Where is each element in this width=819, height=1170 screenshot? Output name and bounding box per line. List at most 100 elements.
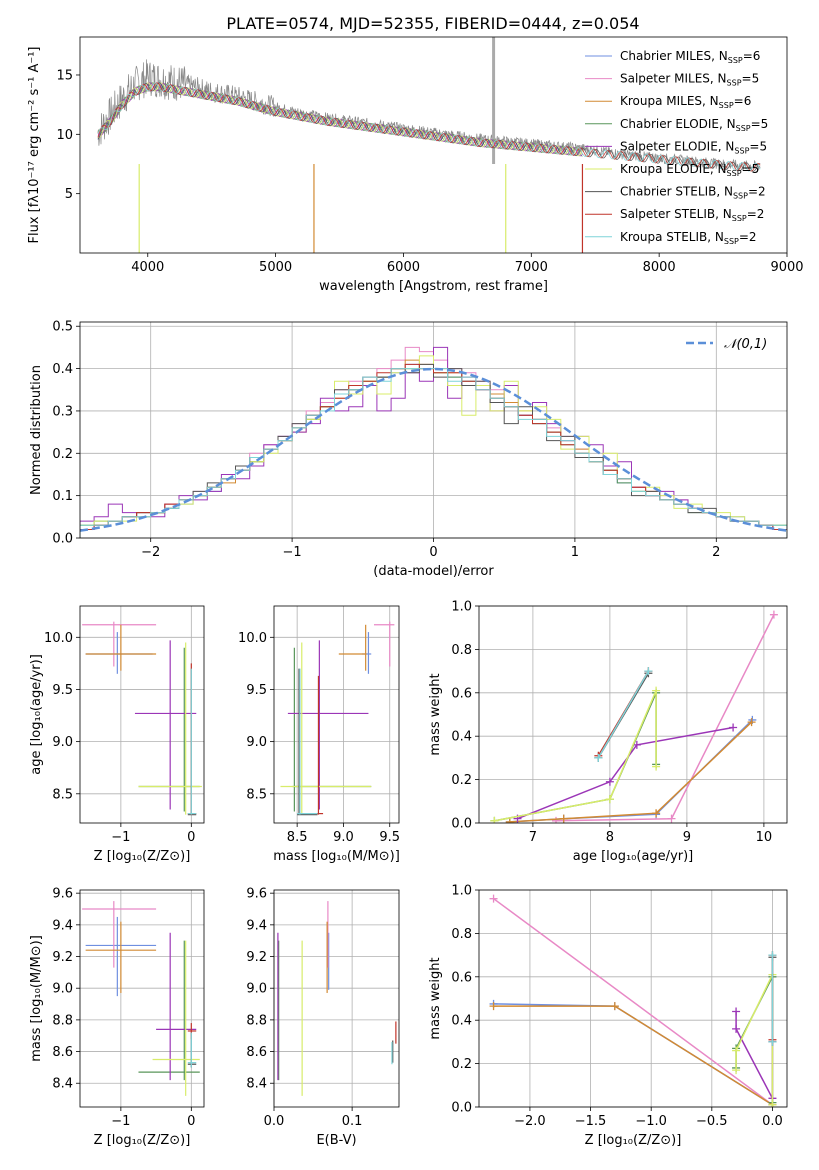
legend-label: Chabrier ELODIE, NSSP=5 — [620, 117, 768, 133]
x-axis-label: mass [log₁₀(M/M⊙)] — [273, 849, 400, 864]
gaussian-curve — [80, 367, 787, 532]
x-tick-label: −1.5 — [575, 1114, 607, 1129]
y-tick-label: 0.3 — [52, 404, 73, 419]
plot-mass_weight_vs_age: 7 8 9 10 0.0 0.2 0.4 0.6 0.8 1.0 age [log₁₀(age/yr… — [428, 600, 788, 864]
y-tick-label: 8.4 — [52, 1077, 73, 1092]
x-tick-label: −1 — [111, 1114, 130, 1129]
x-tick-label: −0.5 — [696, 1114, 728, 1129]
plot-area-residuals — [80, 346, 787, 538]
x-tick-label: 8000 — [643, 260, 676, 275]
x-tick-label: 0.1 — [342, 1114, 363, 1129]
mass-weight-line — [597, 670, 650, 759]
mass-weight-marker — [559, 814, 568, 823]
mass-weight-marker — [768, 1037, 777, 1046]
mass-weight-marker — [505, 817, 514, 823]
x-axis-label: wavelength [Angstrom, rest frame] — [319, 279, 548, 294]
x-tick-label: 9 — [683, 830, 691, 845]
x-tick-label: 0.0 — [762, 1114, 783, 1129]
mass-weight-marker — [605, 795, 614, 804]
y-tick-label: 9.2 — [52, 950, 73, 965]
y-tick-label: 0.0 — [52, 532, 73, 547]
mass-weight-line — [509, 721, 753, 823]
y-tick-label: 9.4 — [246, 918, 267, 933]
mass-weight-line — [493, 1003, 773, 1106]
mass-weight-marker — [490, 816, 499, 823]
y-tick-label: 8.4 — [246, 1077, 267, 1092]
plot-area-mass_vs_z — [82, 901, 200, 1096]
y-tick-label: 9.0 — [246, 982, 267, 997]
y-tick-label: 8.8 — [246, 1013, 267, 1028]
plot-area-age_vs_mass — [280, 621, 395, 816]
x-tick-label: 7000 — [515, 260, 548, 275]
legend-label: Salpeter STELIB, NSSP=2 — [620, 207, 764, 223]
y-tick-label: 0.6 — [451, 686, 472, 701]
y-tick-label: 0.2 — [52, 447, 73, 462]
plot-area-age_vs_z — [82, 621, 202, 816]
plot-spectrum: 4000 5000 6000 7000 8000 9000 5 10 15 wavelength … — [27, 36, 804, 294]
y-tick-label: 0.0 — [451, 817, 472, 832]
y-tick-label: 8.5 — [246, 787, 267, 802]
axes-frame — [478, 605, 788, 824]
plot-mass_vs_ebv: 0.0 0.1 8.4 8.6 8.8 9.0 9.2 9.4 9.6 E(B-V) — [246, 887, 400, 1148]
mass-weight-marker — [605, 777, 614, 786]
x-tick-label: 7 — [529, 830, 537, 845]
y-tick-label: 0.1 — [52, 489, 73, 504]
y-tick-label: 8.8 — [52, 1013, 73, 1028]
figure-title: PLATE=0574, MJD=52355, FIBERID=0444, z=0… — [226, 14, 639, 33]
x-tick-label: −2.0 — [514, 1114, 546, 1129]
x-tick-label: 10 — [756, 830, 773, 845]
x-tick-label: 0 — [187, 1114, 195, 1129]
x-tick-label: 8 — [606, 830, 614, 845]
plot-age_vs_mass: 8.5 9.0 9.5 8.5 9.0 9.5 10.0 mass [log₁₀(M/M⊙)] — [238, 605, 400, 864]
y-tick-label: 8.6 — [246, 1045, 267, 1060]
mass-weight-marker — [732, 1066, 741, 1075]
mass-weight-marker — [768, 1100, 777, 1107]
mass-weight-line — [517, 726, 734, 820]
mass-weight-marker — [594, 753, 603, 762]
y-axis-label: Normed distribution — [29, 365, 44, 495]
legend-label: Salpeter ELODIE, NSSP=5 — [620, 139, 767, 155]
legend-label: Kroupa STELIB, NSSP=2 — [620, 230, 757, 246]
axes-frame — [478, 889, 788, 1108]
mass-weight-marker — [652, 686, 661, 695]
y-tick-label: 10 — [56, 128, 73, 143]
mass-weight-marker — [667, 814, 676, 823]
mass-weight-marker — [644, 667, 653, 676]
y-tick-label: 9.0 — [52, 982, 73, 997]
legend-label: 𝒩(0,1) — [724, 337, 767, 352]
x-axis-label: E(B-V) — [316, 1133, 356, 1148]
y-tick-label: 10.0 — [44, 631, 73, 646]
plot-area-spectrum — [97, 37, 761, 253]
mass-weight-marker — [610, 1002, 619, 1011]
x-tick-label: 0.0 — [264, 1114, 285, 1129]
mass-weight-marker — [489, 894, 498, 903]
y-tick-label: 5 — [65, 187, 73, 202]
plot-area-mass_weight_vs_z — [489, 894, 777, 1107]
spectrum-data-line — [97, 59, 761, 171]
y-tick-label: 9.5 — [52, 683, 73, 698]
legend-label: Chabrier MILES, NSSP=6 — [620, 49, 760, 65]
mass-weight-line — [494, 690, 657, 822]
plot-area-mass_vs_ebv — [277, 901, 397, 1096]
y-tick-label: 8.5 — [52, 787, 73, 802]
mass-weight-marker — [489, 1002, 498, 1011]
mass-weight-marker — [732, 1007, 741, 1016]
x-tick-label: 8.5 — [287, 830, 308, 845]
y-tick-label: 0.4 — [451, 730, 472, 745]
x-tick-label: 0 — [429, 545, 437, 560]
mass-weight-marker — [729, 723, 738, 732]
y-tick-label: 0.0 — [451, 1101, 472, 1116]
plot-mass_vs_z: −1 0 8.4 8.6 8.8 9.0 9.2 9.4 9.6 Z [log₁₀(Z/Z⊙)] m… — [29, 887, 205, 1148]
y-tick-label: 0.8 — [451, 643, 472, 658]
x-axis-label: Z [log₁₀(Z/Z⊙)] — [585, 1133, 682, 1148]
y-tick-label: 10.0 — [238, 631, 267, 646]
y-tick-label: 9.0 — [246, 735, 267, 750]
spectrum-model-line — [97, 82, 761, 172]
axes-frame — [273, 889, 400, 1108]
y-tick-label: 9.6 — [52, 887, 73, 902]
x-tick-label: 4000 — [131, 260, 164, 275]
y-tick-label: 0.8 — [451, 927, 472, 942]
y-tick-label: 0.5 — [52, 320, 73, 335]
x-tick-label: 0 — [187, 830, 195, 845]
y-axis-label: age [log₁₀(age/yr)] — [29, 654, 44, 775]
